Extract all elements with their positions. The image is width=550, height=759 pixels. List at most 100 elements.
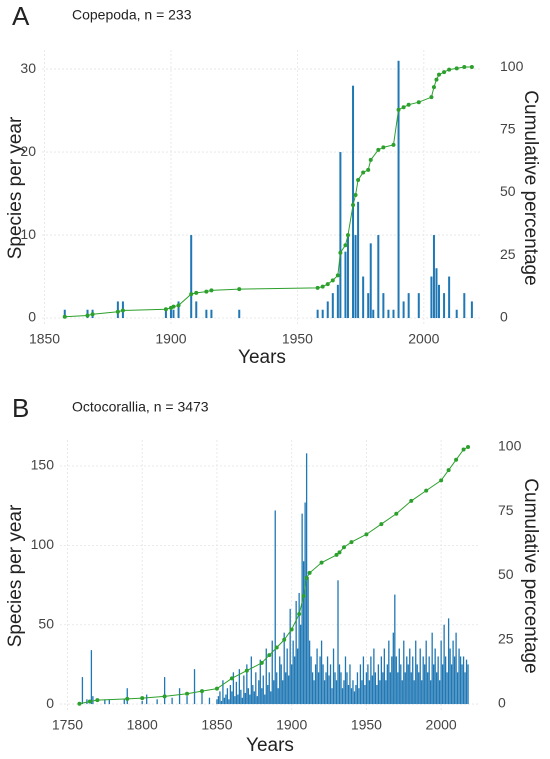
cumulative-point (442, 70, 447, 75)
bar (441, 664, 444, 705)
bar (171, 697, 173, 705)
bar (459, 656, 462, 705)
bar (108, 699, 110, 705)
bar (397, 60, 400, 319)
bar (321, 309, 324, 319)
y2-tick-label: 0 (498, 695, 506, 711)
cumulative-point (416, 100, 421, 105)
bar (369, 243, 372, 319)
bar (438, 680, 441, 705)
y2-tick-label: 75 (500, 120, 516, 136)
bar (252, 685, 254, 705)
bar (255, 672, 257, 705)
cumulative-point (319, 560, 324, 565)
bar (377, 664, 380, 705)
x-tick-label: 1950 (282, 331, 313, 347)
cumulative-point (396, 107, 401, 112)
bar (371, 675, 374, 705)
cumulative-point (376, 147, 381, 152)
bar (238, 309, 241, 319)
bar (262, 675, 264, 705)
bar (250, 656, 252, 705)
bar (308, 640, 311, 705)
y-tick-label: 0 (46, 695, 54, 711)
cumulative-point (431, 85, 436, 90)
bar (440, 640, 442, 705)
bar (307, 577, 309, 705)
bar (344, 251, 347, 319)
bar (358, 688, 360, 705)
cumulative-point (244, 668, 249, 673)
bar (265, 648, 267, 705)
bar (394, 594, 396, 705)
bar (253, 691, 255, 705)
cumulative-point (140, 696, 145, 701)
bar (450, 664, 453, 705)
bar (228, 699, 230, 705)
cumulative-point (409, 498, 414, 503)
panel-label: B (12, 393, 29, 423)
bar (232, 672, 235, 705)
cumulative-point (301, 594, 306, 599)
x-tick-label: 1900 (276, 717, 307, 733)
bar (403, 640, 405, 705)
bar (437, 656, 439, 705)
bar (285, 672, 287, 705)
bar (368, 680, 371, 705)
cumulative-point (334, 552, 339, 557)
bar (276, 672, 278, 705)
bar (430, 680, 432, 705)
bar (320, 640, 323, 705)
bar (343, 680, 345, 705)
bar (339, 152, 342, 319)
cumulative-point (461, 447, 466, 452)
x-axis-title: Years (246, 735, 294, 756)
y2-tick-label: 25 (500, 246, 516, 262)
bar (259, 659, 261, 705)
cumulative-point (304, 576, 309, 581)
cumulative-point (447, 67, 452, 72)
cumulative-point (95, 698, 100, 703)
cumulative-point (62, 314, 67, 319)
bar (146, 694, 148, 705)
bar (355, 685, 357, 705)
cumulative-point (289, 627, 294, 632)
cumulative-point (437, 72, 442, 77)
bar (388, 640, 390, 705)
cumulative-point (204, 289, 209, 294)
bar (392, 632, 394, 705)
cumulative-point (162, 694, 167, 699)
bar (273, 680, 275, 705)
bar (141, 700, 143, 705)
bar (382, 293, 385, 319)
cumulative-point (315, 285, 320, 290)
cumulative-point (406, 102, 411, 107)
bar (297, 648, 299, 705)
bar (237, 694, 239, 705)
bar (404, 672, 406, 705)
x-tick-label: 1850 (201, 717, 232, 733)
bar (234, 696, 236, 705)
cumulative-point (446, 468, 451, 473)
cumulative-point (259, 660, 264, 665)
bar (268, 672, 270, 705)
bar (406, 656, 408, 705)
y2-tick-label: 100 (500, 58, 524, 74)
bar (246, 664, 248, 705)
cumulative-point (381, 145, 386, 150)
y2-tick-label: 50 (500, 183, 516, 199)
bar (422, 656, 424, 705)
bar (334, 672, 336, 705)
bar (347, 685, 350, 705)
bar (356, 672, 359, 705)
bar (386, 664, 388, 705)
bar (256, 696, 258, 705)
y2-tick-label: 50 (498, 566, 514, 582)
bar (344, 656, 347, 705)
bar (446, 672, 448, 705)
bar (337, 580, 339, 705)
cumulative-point (209, 288, 214, 293)
bar (436, 672, 438, 705)
bar (416, 664, 418, 705)
bar (301, 513, 303, 705)
